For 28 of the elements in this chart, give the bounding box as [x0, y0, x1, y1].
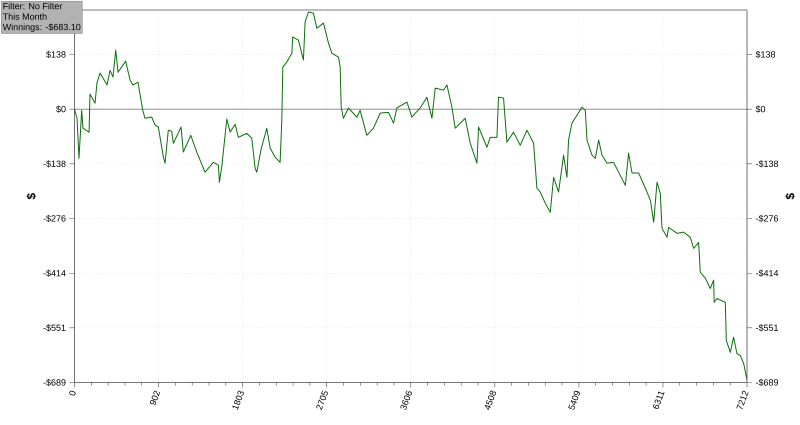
- y-axis-title: $: [26, 193, 36, 200]
- y2-tick-label: -$551: [756, 324, 778, 332]
- text: Filter: No Filter: [3, 2, 62, 10]
- x-tick-label: 7212: [736, 390, 749, 410]
- x-tick-label: 5409: [568, 390, 580, 410]
- x-tick-label: 6311: [652, 392, 664, 409]
- y2-tick-label: -$138: [756, 160, 778, 168]
- y2-tick-label: -$414: [756, 270, 778, 277]
- x-tick-label: 2705: [316, 390, 328, 410]
- y-tick-label: -$414: [43, 270, 66, 277]
- y-tick-label: $138: [46, 50, 66, 58]
- x-tick-label: 4508: [484, 390, 496, 410]
- y2-tick-label: $0: [756, 106, 766, 113]
- y-tick-label: $0: [56, 106, 66, 113]
- y2-tick-label: -$689: [756, 378, 778, 386]
- x-tick-label: 3606: [400, 390, 412, 410]
- y-tick-label: -$276: [43, 214, 66, 222]
- x-tick-label: 902: [150, 390, 160, 406]
- x-tick-label: 1803: [232, 390, 244, 410]
- y-tick-label: -$689: [43, 378, 66, 386]
- text: This Month: [2, 13, 46, 20]
- annotation: Winnings: -$683.10: [2, 23, 80, 32]
- x-tick-label: 0: [69, 390, 76, 396]
- y2-axis-title: $: [785, 193, 796, 200]
- y2-tick-label: $138: [756, 50, 776, 58]
- y-tick-label: -$138: [43, 160, 66, 168]
- y-tick-label: -$551: [43, 324, 66, 332]
- y2-tick-label: -$276: [756, 214, 778, 222]
